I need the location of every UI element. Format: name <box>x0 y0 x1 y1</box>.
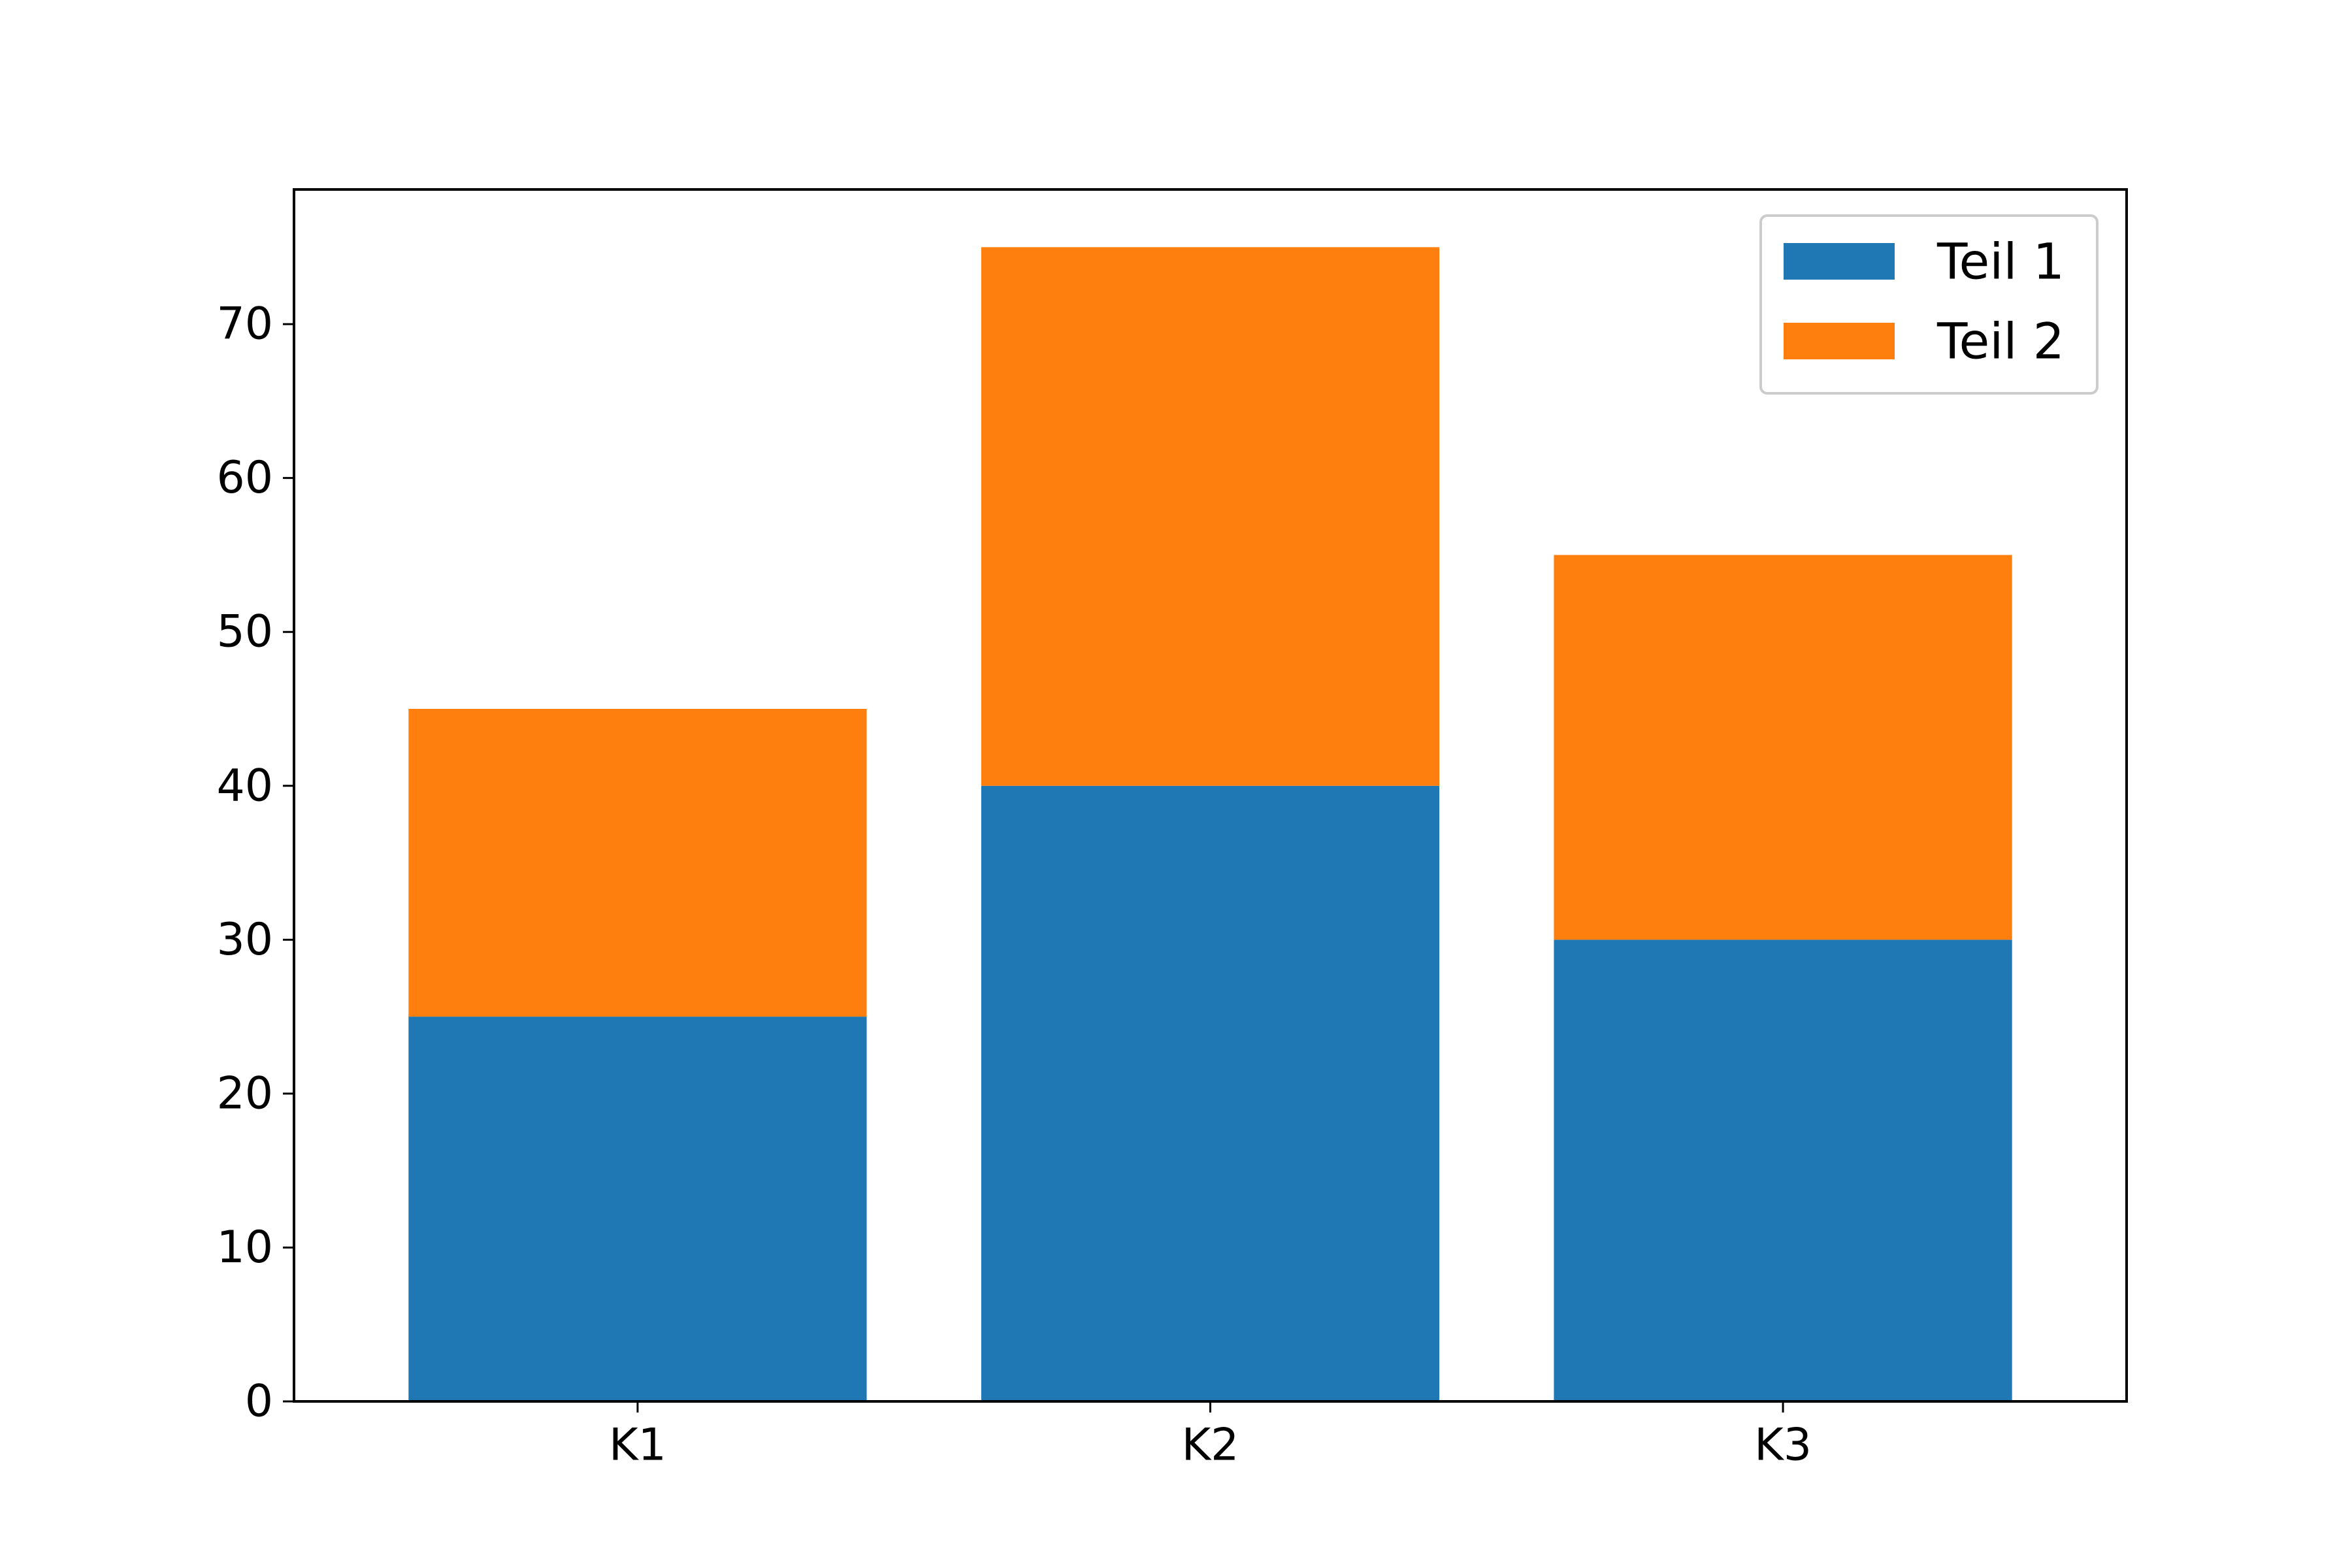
bar-k2-series-2 <box>981 247 1440 786</box>
legend-label-series-2: Teil 2 <box>1936 312 2065 370</box>
bars-layer <box>408 247 2012 1401</box>
x-tick-label: K2 <box>1182 1420 1239 1471</box>
y-tick-label: 10 <box>216 1222 273 1273</box>
y-tick-label: 50 <box>216 606 273 658</box>
bar-k3-series-1 <box>1554 939 2012 1401</box>
bar-k1-series-2 <box>408 709 867 1017</box>
bar-k3-series-2 <box>1554 555 2012 940</box>
x-tick-label: K3 <box>1754 1420 1812 1471</box>
y-tick-label: 70 <box>216 299 273 350</box>
bar-k2-series-1 <box>981 785 1440 1401</box>
y-tick-label: 20 <box>216 1068 273 1119</box>
legend-swatch-series-1 <box>1784 243 1895 280</box>
legend-label-series-1: Teil 1 <box>1936 233 2065 291</box>
x-tick-label: K1 <box>609 1420 666 1471</box>
y-tick-label: 0 <box>245 1376 273 1428</box>
bar-k1-series-1 <box>408 1017 867 1401</box>
y-tick-label: 30 <box>216 914 273 966</box>
legend-swatch-series-2 <box>1784 323 1895 359</box>
y-tick-label: 60 <box>216 452 273 504</box>
axes-layer: 0 10 20 30 40 50 60 70 K1 K2 K3 <box>216 188 2128 1471</box>
legend: Teil 1 Teil 2 <box>1759 214 2099 395</box>
y-tick-label: 40 <box>216 760 273 811</box>
